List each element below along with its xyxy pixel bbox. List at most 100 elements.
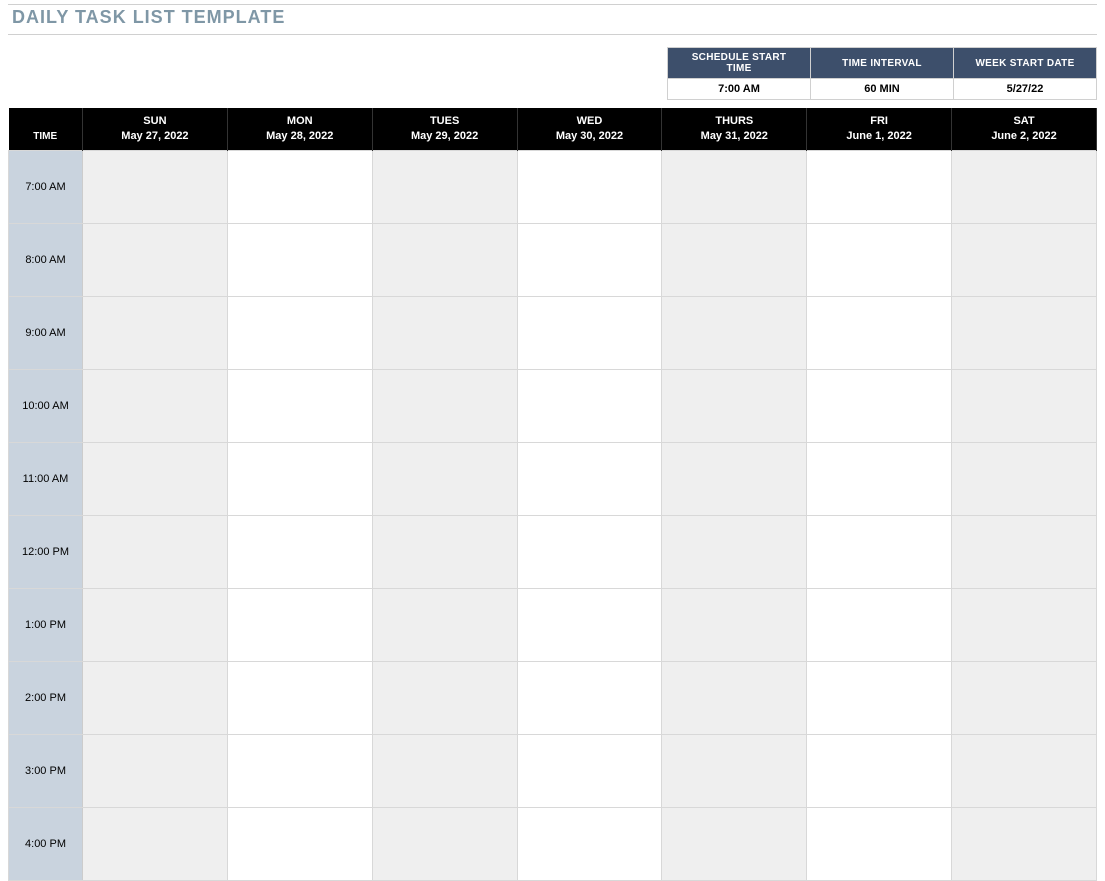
- schedule-cell[interactable]: [517, 296, 662, 369]
- schedule-cell[interactable]: [227, 588, 372, 661]
- schedule-cell[interactable]: [227, 661, 372, 734]
- schedule-cell[interactable]: [517, 661, 662, 734]
- schedule-cell[interactable]: [372, 296, 517, 369]
- schedule-cell[interactable]: [807, 734, 952, 807]
- config-header-interval: TIME INTERVAL: [811, 48, 954, 79]
- day-label: THURS: [666, 114, 802, 129]
- schedule-cell[interactable]: [83, 296, 228, 369]
- schedule-cell[interactable]: [83, 734, 228, 807]
- date-label: June 2, 2022: [956, 129, 1092, 144]
- date-label: May 31, 2022: [666, 129, 802, 144]
- schedule-cell[interactable]: [662, 296, 807, 369]
- schedule-cell[interactable]: [372, 223, 517, 296]
- schedule-cell[interactable]: [662, 588, 807, 661]
- schedule-cell[interactable]: [662, 442, 807, 515]
- schedule-row: 4:00 PM: [9, 807, 1097, 880]
- time-cell: 8:00 AM: [9, 223, 83, 296]
- day-header-thu: THURS May 31, 2022: [662, 108, 807, 150]
- schedule-cell[interactable]: [952, 369, 1097, 442]
- schedule-cell[interactable]: [227, 223, 372, 296]
- schedule-cell[interactable]: [517, 442, 662, 515]
- schedule-cell[interactable]: [227, 515, 372, 588]
- schedule-cell[interactable]: [83, 369, 228, 442]
- schedule-cell[interactable]: [662, 807, 807, 880]
- schedule-cell[interactable]: [83, 150, 228, 223]
- schedule-cell[interactable]: [83, 661, 228, 734]
- page-title: DAILY TASK LIST TEMPLATE: [8, 4, 1097, 35]
- schedule-cell[interactable]: [952, 807, 1097, 880]
- schedule-cell[interactable]: [372, 807, 517, 880]
- config-section: SCHEDULE START TIME TIME INTERVAL WEEK S…: [8, 47, 1097, 100]
- schedule-cell[interactable]: [517, 734, 662, 807]
- schedule-cell[interactable]: [372, 150, 517, 223]
- schedule-cell[interactable]: [807, 807, 952, 880]
- schedule-cell[interactable]: [83, 588, 228, 661]
- schedule-cell[interactable]: [807, 661, 952, 734]
- schedule-cell[interactable]: [227, 369, 372, 442]
- schedule-cell[interactable]: [952, 150, 1097, 223]
- schedule-cell[interactable]: [517, 588, 662, 661]
- schedule-row: 7:00 AM: [9, 150, 1097, 223]
- schedule-cell[interactable]: [517, 369, 662, 442]
- day-header-sun: SUN May 27, 2022: [83, 108, 228, 150]
- schedule-cell[interactable]: [807, 296, 952, 369]
- schedule-cell[interactable]: [807, 515, 952, 588]
- schedule-cell[interactable]: [372, 661, 517, 734]
- schedule-cell[interactable]: [807, 588, 952, 661]
- date-label: May 30, 2022: [522, 129, 658, 144]
- schedule-cell[interactable]: [372, 515, 517, 588]
- schedule-cell[interactable]: [807, 442, 952, 515]
- config-table: SCHEDULE START TIME TIME INTERVAL WEEK S…: [667, 47, 1097, 100]
- schedule-cell[interactable]: [83, 515, 228, 588]
- schedule-cell[interactable]: [227, 150, 372, 223]
- schedule-cell[interactable]: [227, 734, 372, 807]
- time-cell: 10:00 AM: [9, 369, 83, 442]
- time-cell: 2:00 PM: [9, 661, 83, 734]
- config-value-interval[interactable]: 60 MIN: [811, 79, 954, 100]
- schedule-cell[interactable]: [227, 807, 372, 880]
- schedule-cell[interactable]: [662, 369, 807, 442]
- schedule-cell[interactable]: [662, 150, 807, 223]
- time-cell: 11:00 AM: [9, 442, 83, 515]
- schedule-table: TIME SUN May 27, 2022 MON May 28, 2022 T…: [8, 108, 1097, 881]
- config-value-start-time[interactable]: 7:00 AM: [668, 79, 811, 100]
- schedule-cell[interactable]: [952, 515, 1097, 588]
- schedule-cell[interactable]: [83, 807, 228, 880]
- date-label: May 29, 2022: [377, 129, 513, 144]
- schedule-cell[interactable]: [662, 515, 807, 588]
- day-header-tue: TUES May 29, 2022: [372, 108, 517, 150]
- schedule-cell[interactable]: [83, 223, 228, 296]
- schedule-cell[interactable]: [372, 734, 517, 807]
- schedule-cell[interactable]: [372, 588, 517, 661]
- schedule-cell[interactable]: [662, 661, 807, 734]
- schedule-cell[interactable]: [517, 223, 662, 296]
- schedule-cell[interactable]: [952, 223, 1097, 296]
- time-column-header: TIME: [9, 108, 83, 150]
- time-cell: 4:00 PM: [9, 807, 83, 880]
- schedule-cell[interactable]: [517, 515, 662, 588]
- config-header-start-time: SCHEDULE START TIME: [668, 48, 811, 79]
- schedule-cell[interactable]: [807, 369, 952, 442]
- schedule-cell[interactable]: [372, 442, 517, 515]
- schedule-row: 3:00 PM: [9, 734, 1097, 807]
- schedule-cell[interactable]: [227, 296, 372, 369]
- schedule-cell[interactable]: [662, 223, 807, 296]
- schedule-cell[interactable]: [83, 442, 228, 515]
- day-label: SUN: [87, 114, 223, 129]
- day-header-wed: WED May 30, 2022: [517, 108, 662, 150]
- schedule-row: 10:00 AM: [9, 369, 1097, 442]
- schedule-cell[interactable]: [517, 150, 662, 223]
- schedule-cell[interactable]: [372, 369, 517, 442]
- schedule-cell[interactable]: [662, 734, 807, 807]
- schedule-cell[interactable]: [807, 223, 952, 296]
- schedule-cell[interactable]: [952, 442, 1097, 515]
- schedule-cell[interactable]: [952, 588, 1097, 661]
- schedule-cell[interactable]: [952, 734, 1097, 807]
- schedule-cell[interactable]: [952, 296, 1097, 369]
- config-value-week-start[interactable]: 5/27/22: [954, 79, 1097, 100]
- schedule-cell[interactable]: [227, 442, 372, 515]
- schedule-cell[interactable]: [517, 807, 662, 880]
- schedule-cell[interactable]: [807, 150, 952, 223]
- time-cell: 3:00 PM: [9, 734, 83, 807]
- schedule-cell[interactable]: [952, 661, 1097, 734]
